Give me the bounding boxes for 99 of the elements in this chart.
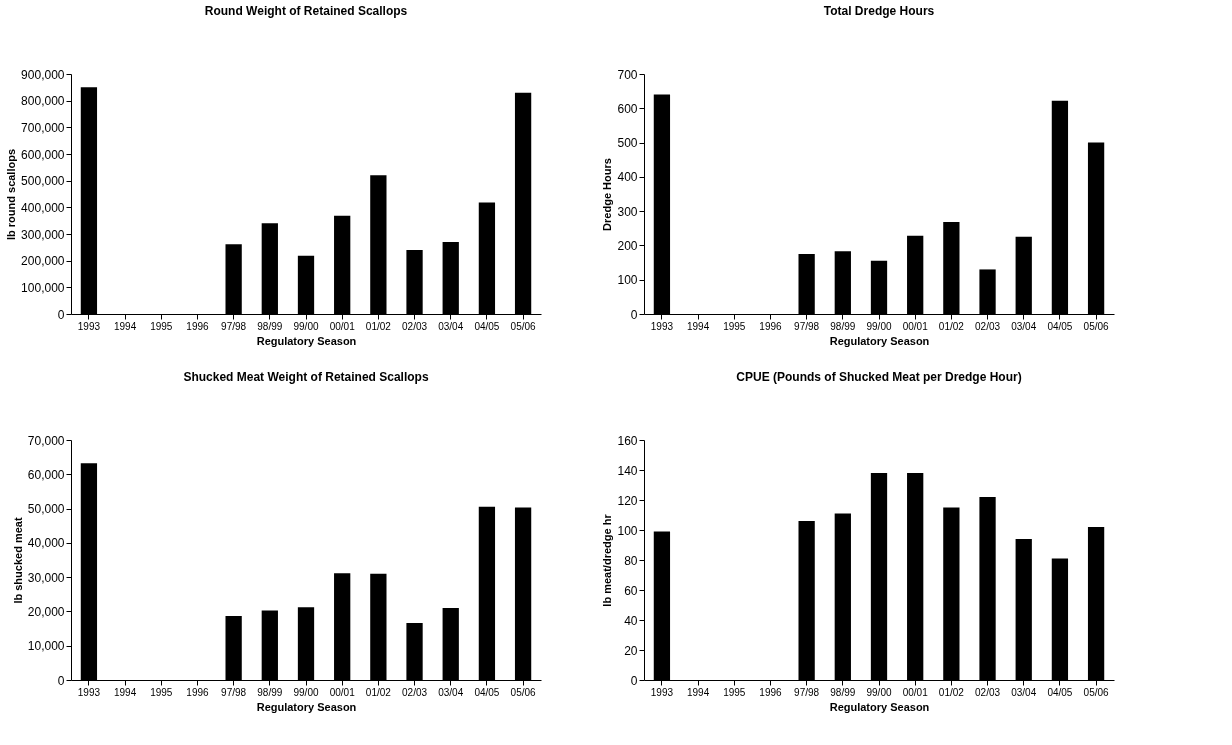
x-tick-label: 1996: [759, 320, 783, 332]
x-tick-label: 1995: [150, 320, 173, 332]
x-axis-title: Regulatory Season: [256, 700, 357, 713]
x-tick-label: 1993: [650, 686, 674, 698]
x-tick-label: 1995: [723, 320, 746, 332]
y-tick-label: 0: [57, 307, 65, 322]
x-axis-title: Regulatory Season: [829, 700, 930, 713]
x-tick-label: 99/00: [866, 320, 892, 332]
x-tick-label: 1994: [113, 686, 137, 698]
x-tick-label: 1994: [686, 320, 710, 332]
y-tick-label: 40: [624, 613, 638, 628]
x-tick-label: 1994: [113, 320, 137, 332]
x-tick-label: 1996: [759, 686, 783, 698]
x-tick-label: 1996: [186, 320, 210, 332]
x-tick-label: 04/05: [474, 686, 500, 698]
y-tick-label: 30,000: [27, 570, 65, 585]
y-tick-label: 20,000: [27, 604, 65, 619]
y-axis-title: Dredge Hours: [601, 158, 614, 231]
y-axis-title: lb shucked meat: [11, 517, 24, 604]
x-tick-label: 97/98: [794, 320, 820, 332]
y-tick-label: 700: [617, 67, 638, 82]
y-tick-label: 300: [617, 204, 638, 219]
x-tick-label: 98/99: [257, 686, 283, 698]
y-tick-label: 500: [617, 136, 638, 151]
chart-title: Shucked Meat Weight of Retained Scallops: [183, 370, 429, 384]
y-tick-label: 0: [630, 307, 638, 322]
x-tick-label: 05/06: [510, 320, 537, 332]
x-tick-label: 1993: [650, 320, 674, 332]
x-tick-label: 00/01: [329, 320, 356, 332]
x-tick-label: 1994: [686, 686, 710, 698]
x-tick-label: 97/98: [794, 686, 820, 698]
x-tick-label: 98/99: [830, 320, 856, 332]
y-axis-title: lb meat/dredge hr: [601, 513, 614, 607]
x-tick-label: 1995: [150, 686, 173, 698]
y-axis-title: lb round scallops: [5, 148, 18, 241]
chart-title: CPUE (Pounds of Shucked Meat per Dredge Hour): [736, 370, 1022, 384]
y-tick-label: 160: [617, 433, 638, 448]
x-tick-label: 99/00: [866, 686, 892, 698]
x-tick-label: 97/98: [221, 320, 247, 332]
x-tick-label: 04/05: [1047, 320, 1073, 332]
x-axis-title: Regulatory Season: [829, 334, 930, 347]
x-tick-label: 01/02: [365, 686, 392, 698]
y-tick-label: 100: [617, 523, 638, 538]
x-tick-label: 1996: [186, 686, 210, 698]
x-tick-label: 01/02: [938, 686, 965, 698]
x-tick-label: 02/03: [975, 320, 1001, 332]
y-tick-label: 60: [624, 583, 638, 598]
x-tick-label: 00/01: [902, 686, 929, 698]
x-tick-label: 98/99: [257, 320, 283, 332]
x-tick-label: 02/03: [975, 686, 1001, 698]
y-tick-label: 300,000: [21, 227, 65, 242]
y-tick-label: 140: [617, 463, 638, 478]
x-tick-label: 03/04: [1011, 686, 1037, 698]
x-axis-title: Regulatory Season: [256, 334, 357, 347]
y-tick-label: 20: [624, 643, 638, 658]
x-tick-label: 05/06: [1083, 320, 1110, 332]
y-tick-label: 900,000: [21, 67, 65, 82]
y-tick-label: 60,000: [27, 467, 65, 482]
y-tick-label: 0: [57, 673, 65, 688]
x-tick-label: 98/99: [830, 686, 856, 698]
y-tick-label: 600: [617, 101, 638, 116]
y-tick-label: 200: [617, 238, 638, 253]
x-tick-label: 97/98: [221, 686, 247, 698]
y-tick-label: 50,000: [27, 502, 65, 517]
y-tick-label: 40,000: [27, 536, 65, 551]
x-tick-label: 01/02: [938, 320, 965, 332]
x-tick-label: 03/04: [438, 320, 464, 332]
chart-title: Round Weight of Retained Scallops: [204, 4, 408, 18]
y-tick-label: 70,000: [27, 433, 65, 448]
x-tick-label: 1993: [77, 686, 101, 698]
x-tick-label: 04/05: [474, 320, 500, 332]
y-tick-label: 100: [617, 273, 638, 288]
x-tick-label: 1995: [723, 686, 746, 698]
x-tick-label: 04/05: [1047, 686, 1073, 698]
x-tick-label: 02/03: [402, 320, 428, 332]
x-tick-label: 02/03: [402, 686, 428, 698]
x-tick-label: 00/01: [902, 320, 929, 332]
y-tick-label: 400,000: [21, 200, 65, 215]
y-tick-label: 700,000: [21, 120, 65, 135]
x-tick-label: 03/04: [1011, 320, 1037, 332]
y-tick-label: 100,000: [21, 280, 65, 295]
y-tick-label: 400: [617, 170, 638, 185]
y-tick-label: 0: [630, 673, 638, 688]
y-tick-label: 600,000: [21, 147, 65, 162]
x-tick-label: 05/06: [510, 686, 537, 698]
x-tick-label: 01/02: [365, 320, 392, 332]
chart-title: Total Dredge Hours: [823, 4, 935, 18]
x-tick-label: 1993: [77, 320, 101, 332]
x-tick-label: 05/06: [1083, 686, 1110, 698]
y-tick-label: 10,000: [27, 639, 65, 654]
y-tick-label: 200,000: [21, 254, 65, 269]
y-tick-label: 500,000: [21, 174, 65, 189]
y-tick-label: 800,000: [21, 94, 65, 109]
x-tick-label: 00/01: [329, 686, 356, 698]
x-tick-label: 03/04: [438, 686, 464, 698]
y-tick-label: 120: [617, 493, 638, 508]
x-tick-label: 99/00: [293, 686, 319, 698]
y-tick-label: 80: [624, 553, 638, 568]
x-tick-label: 99/00: [293, 320, 319, 332]
